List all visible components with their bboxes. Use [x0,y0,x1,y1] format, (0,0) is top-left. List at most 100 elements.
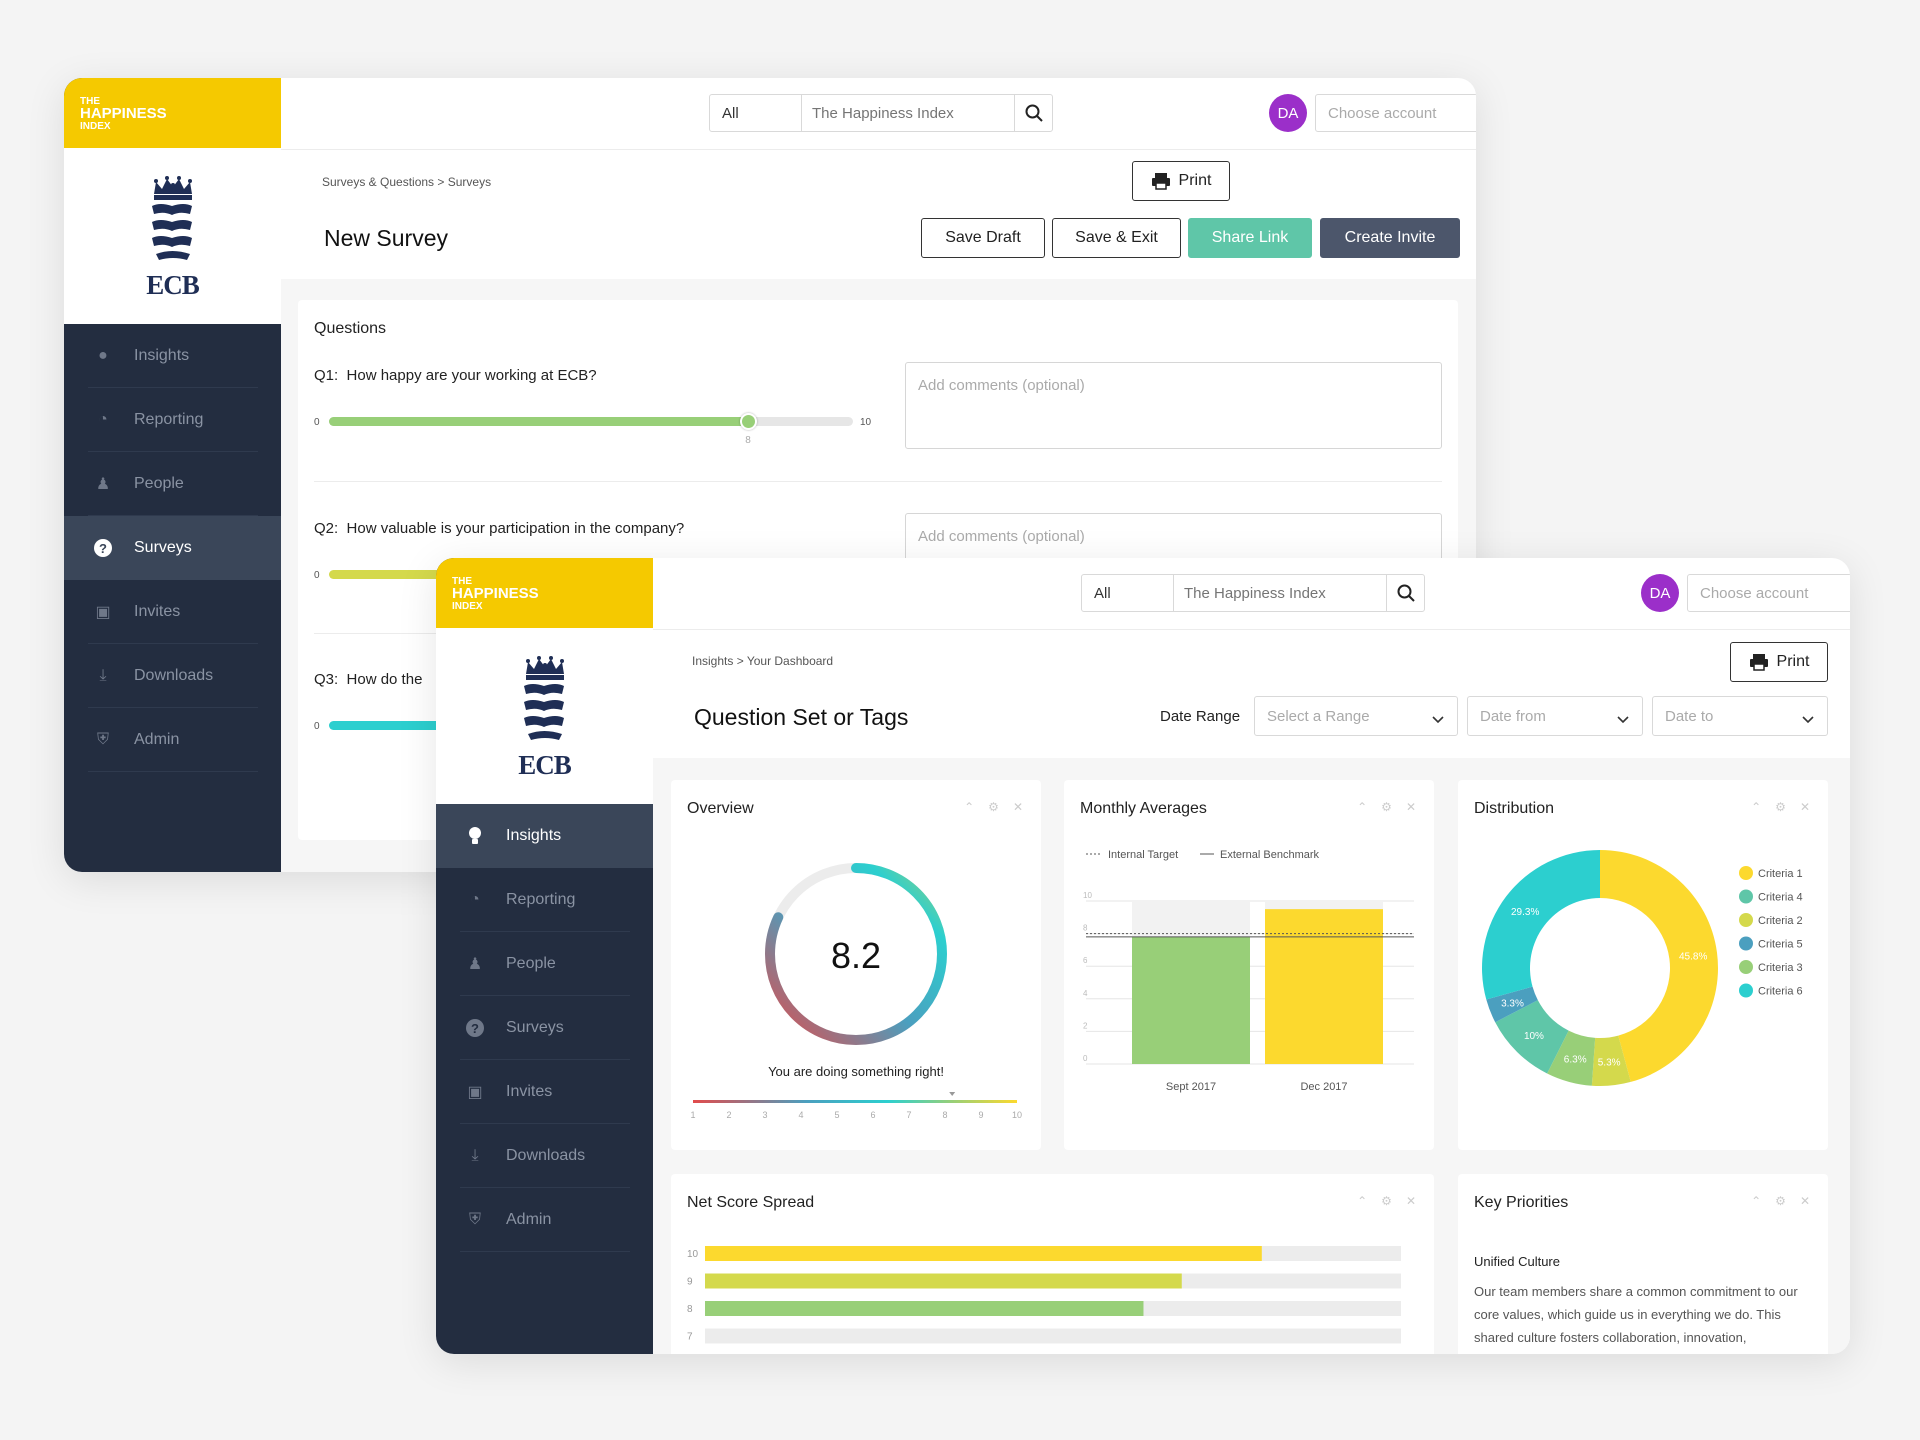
bar-score-9[interactable] [705,1273,1182,1289]
print-label: Print [1776,653,1810,670]
gear-icon[interactable]: ⚙ [988,800,999,814]
search-input[interactable] [1174,575,1386,611]
sidebar-item-people[interactable]: ♟ People [436,932,653,996]
chevron-up-icon[interactable]: ⌃ [1751,800,1762,814]
bar-dec-2017[interactable] [1265,909,1383,1064]
sidebar-item-invites[interactable]: ▣ Invites [64,580,281,644]
share-link-button[interactable]: Share Link [1188,218,1312,258]
close-icon[interactable]: ✕ [1799,800,1810,814]
sidebar-item-downloads[interactable]: ⤓ Downloads [64,644,281,708]
pie-chart-icon: ◔ [98,411,108,428]
page-title: Question Set or Tags [694,704,909,730]
slice-label: 10% [1524,1031,1544,1042]
scale-tick-label: 7 [906,1110,911,1120]
slice-criteria-1[interactable] [1600,850,1718,1082]
question-3: Q3: How do the [314,671,422,688]
scale-ticks: 1 2 3 4 5 6 7 8 9 10 [690,1110,1022,1120]
sidebar-nav: Insights ◔ Reporting ♟ People ? Surveys ▣ In… [436,804,653,1252]
scale-tick-label: 8 [942,1110,947,1120]
brand-line-3: INDEX [452,601,483,612]
net-score-chart: 10 9 8 7 [687,1246,1401,1344]
lightbulb-icon: ● [98,347,108,364]
print-button[interactable]: Print [1132,161,1230,201]
scale-tick-label: 10 [1012,1110,1022,1120]
y-tick-label: 9 [687,1277,693,1288]
gear-icon[interactable]: ⚙ [1775,1194,1786,1208]
card-controls: ⌃ ⚙ ✕ [1357,1194,1416,1208]
priority-body: Our team members share a common commitme… [1474,1284,1798,1345]
q1-slider[interactable] [329,413,853,430]
close-icon[interactable]: ✕ [1405,1194,1416,1208]
slice-criteria-5[interactable] [1486,986,1538,1023]
sidebar-item-admin[interactable]: ⛨ Admin [64,708,281,772]
slider-thumb[interactable] [740,413,758,430]
download-icon: ⤓ [471,1147,479,1164]
sidebar-item-downloads[interactable]: ⤓ Downloads [436,1124,653,1188]
breadcrumb: Surveys & Questions > Surveys [322,175,492,189]
inbox-icon: ▣ [95,604,111,621]
search-button[interactable] [1014,95,1052,131]
gear-icon[interactable]: ⚙ [1381,1194,1392,1208]
chevron-up-icon[interactable]: ⌃ [1357,1194,1368,1208]
account-select[interactable]: Choose account [1687,574,1850,612]
printer-icon [1749,654,1768,671]
date-from-select[interactable]: Date from [1467,696,1643,736]
brand-line-3: INDEX [80,121,111,132]
sidebar-item-reporting[interactable]: ◔ Reporting [64,388,281,452]
close-icon[interactable]: ✕ [1012,800,1023,814]
sidebar-item-invites[interactable]: ▣ Invites [436,1060,653,1124]
slice-criteria-2[interactable] [1591,1035,1631,1086]
x-tick-label: Dec 2017 [1300,1081,1347,1093]
slice-label: 29.3% [1511,907,1539,918]
create-invite-button[interactable]: Create Invite [1320,218,1460,258]
search-input[interactable] [802,95,1014,131]
chevron-up-icon[interactable]: ⌃ [964,800,975,814]
chevron-up-icon[interactable]: ⌃ [1751,1194,1762,1208]
account-placeholder: Choose account [1700,584,1809,602]
sidebar-item-insights[interactable]: Insights [436,804,653,868]
chevron-up-icon[interactable]: ⌃ [1357,800,1368,814]
search-icon [1397,584,1415,602]
sidebar-item-admin[interactable]: ⛨ Admin [436,1188,653,1252]
slider-fill [329,417,749,426]
pie-chart-icon: ◔ [470,891,480,908]
scale-tick-label: 6 [870,1110,875,1120]
question-text: How happy are your working at ECB? [346,367,597,384]
y-tick-label: 2 [1083,1021,1088,1030]
close-icon[interactable]: ✕ [1405,800,1416,814]
sidebar-item-surveys[interactable]: ? Surveys [436,996,653,1060]
search-scope-select[interactable]: All [710,95,802,131]
sidebar-item-reporting[interactable]: ◔ Reporting [436,868,653,932]
scale-tick-label: 5 [834,1110,839,1120]
close-icon[interactable]: ✕ [1799,1194,1810,1208]
svg-text:?: ? [99,541,107,556]
save-draft-button[interactable]: Save Draft [921,218,1045,258]
search-scope-select[interactable]: All [1082,575,1174,611]
bar-score-8[interactable] [705,1301,1144,1316]
range-select[interactable]: Select a Range [1254,696,1458,736]
bar-score-10[interactable] [705,1246,1262,1261]
avatar[interactable]: DA [1269,94,1307,132]
account-select[interactable]: Choose account [1315,94,1476,132]
save-exit-button[interactable]: Save & Exit [1052,218,1181,258]
gear-icon[interactable]: ⚙ [1381,800,1392,814]
date-to-select[interactable]: Date to [1652,696,1828,736]
print-button[interactable]: Print [1730,642,1828,682]
sidebar-item-people[interactable]: ♟ People [64,452,281,516]
question-circle-icon: ? [464,1017,486,1039]
q1-comment-field[interactable]: Add comments (optional) [905,362,1442,449]
search-button[interactable] [1386,575,1424,611]
sidebar-item-label: Reporting [134,411,204,428]
avatar[interactable]: DA [1641,574,1679,612]
question-number: Q1: [314,367,339,384]
slice-criteria-6[interactable] [1482,850,1600,1000]
question-text: How valuable is your participation in th… [346,520,685,537]
sidebar-item-surveys[interactable]: ? Surveys [64,516,281,580]
gear-icon[interactable]: ⚙ [1775,800,1786,814]
sidebar-item-insights[interactable]: ● Insights [64,324,281,388]
slice-criteria-4[interactable] [1495,1000,1569,1074]
question-2: Q2: How valuable is your participation i… [314,520,684,537]
card-controls: ⌃ ⚙ ✕ [1751,1194,1810,1208]
bar-sept-2017[interactable] [1132,936,1250,1064]
slice-criteria-3[interactable] [1547,1030,1596,1086]
